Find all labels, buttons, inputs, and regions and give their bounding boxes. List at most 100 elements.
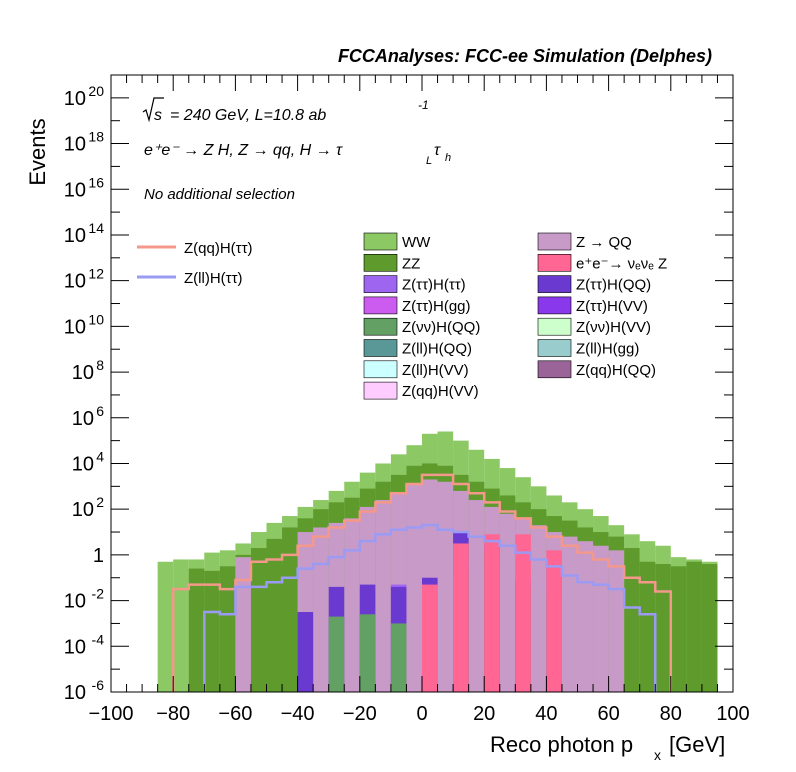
bar-z-qq-30 <box>577 541 594 692</box>
y-tick-exponent: -6 <box>92 677 105 693</box>
x-tick-label: 0 <box>416 703 427 725</box>
legend-background-label: Z(qq)H(QQ) <box>576 362 656 379</box>
legend-background-label: Z(ττ)H(gg) <box>402 298 471 315</box>
x-tick-label: −60 <box>218 703 252 725</box>
y-tick-label: 10 <box>72 408 94 430</box>
legend-background-label: e⁺e⁻→ νₑνₑ Z <box>576 255 667 272</box>
bar-z-qq-25 <box>499 513 516 692</box>
bar-z-qq-27 <box>530 525 547 692</box>
x-tick-label: 60 <box>597 703 619 725</box>
legend-swatch <box>363 275 398 293</box>
bar-zz-10 <box>266 538 283 692</box>
y-tick-exponent: 2 <box>96 494 104 510</box>
y-tick-exponent: 16 <box>88 174 104 190</box>
legend-swatch <box>537 317 572 336</box>
sqrt-s-label: s <box>154 107 162 124</box>
y-axis-label: Events <box>25 118 50 185</box>
stack-layer-3-bin-20 <box>422 584 438 692</box>
bar-zz-6 <box>204 570 220 692</box>
line-z-ll-h- <box>203 523 657 692</box>
x-axis-label: Reco photon p x [GeV] <box>490 732 725 763</box>
energy-lumi-label: = 240 GeV, L=10.8 ab <box>170 107 326 124</box>
legend-swatch <box>363 254 398 272</box>
bar-zz-33 <box>624 548 640 692</box>
y-tick-label: 10 <box>72 499 94 521</box>
y-tick-exponent: 10 <box>88 311 104 327</box>
bar-zz-38 <box>701 564 718 692</box>
process-label: e⁺e⁻ → Z H, Z → qq, H → τ <box>144 142 343 159</box>
bar-ww-3 <box>157 561 174 692</box>
y-tick-label: 10 <box>72 362 94 384</box>
legend-swatch <box>537 360 572 379</box>
legend-swatch <box>363 296 398 315</box>
legend-background-label: Z(ll)H(QQ) <box>402 341 472 358</box>
bar-z-qq-21 <box>437 481 454 692</box>
legend-background-label: Z(ττ)H(QQ) <box>576 277 651 294</box>
bar-zz-7 <box>219 566 236 692</box>
legend-background-label: ZZ <box>402 255 420 272</box>
y-tick-label: 10 <box>64 636 86 658</box>
y-tick-label: 10 <box>64 225 86 247</box>
bar-z-qq-15 <box>344 518 360 692</box>
bar-z-qq-8 <box>235 557 251 692</box>
bar-ww-4 <box>173 559 189 692</box>
x-axis-label-unit: [GeV] <box>669 732 725 757</box>
x-axis-label-main: Reco photon p <box>490 732 633 757</box>
legend-signal-label: Z(qq)H(ττ) <box>184 240 253 257</box>
y-tick-label: 10 <box>64 88 86 110</box>
bar-zz-11 <box>282 527 298 692</box>
bar-zz-35 <box>655 564 671 692</box>
selection-label: No additional selection <box>144 186 295 203</box>
stack-layer-1-bin-12 <box>297 612 314 692</box>
bar-zz-5 <box>188 568 205 692</box>
y-tick-label: 10 <box>64 271 86 293</box>
plot-title: FCCAnalyses: FCC-ee Simulation (Delphes) <box>338 46 712 66</box>
stack-layer-3-bin-24 <box>484 534 500 692</box>
x-tick-label: −80 <box>156 703 190 725</box>
signal-histograms <box>171 473 673 692</box>
y-tick-exponent: 4 <box>96 448 104 464</box>
bar-zz-34 <box>639 561 656 692</box>
x-tick-label: −40 <box>281 703 315 725</box>
y-tick-exponent: 8 <box>96 357 104 373</box>
bar-z-qq-29 <box>561 536 578 692</box>
y-tick-label: 10 <box>64 316 86 338</box>
y-tick-exponent: 18 <box>88 129 104 145</box>
stack-layer-3-bin-22 <box>453 543 469 692</box>
y-tick-label: 10 <box>64 134 86 156</box>
y-tick-label: 10 <box>64 591 86 613</box>
x-tick-label: 40 <box>535 703 557 725</box>
legend-background-label: Z(qq)H(VV) <box>402 383 479 400</box>
line-z-qq-h- <box>171 473 673 692</box>
legend-background-label: Z(ll)H(gg) <box>576 341 639 358</box>
legend-signal-label: Z(ll)H(ττ) <box>184 270 243 287</box>
tau1-subscript: L <box>426 155 432 167</box>
x-tick-label: −100 <box>88 703 133 725</box>
stacked-histograms <box>157 431 718 692</box>
legend-swatch <box>537 339 572 357</box>
legend-background-label: Z(ll)H(VV) <box>402 362 469 379</box>
y-tick-label: 10 <box>64 179 86 201</box>
y-tick-label: 1 <box>93 545 104 567</box>
legend-swatch <box>363 381 398 400</box>
bar-z-qq-31 <box>593 545 609 692</box>
background-legend: WW ZZ Z(ττ)H(ττ) Z(ττ)H(gg) Z(νν)H(QQ) Z(ll)H… <box>363 232 667 400</box>
bar-zz-9 <box>250 548 267 692</box>
lumi-exponent: -1 <box>418 98 429 112</box>
legend-background-label: Z(νν)H(VV) <box>576 319 651 336</box>
bar-z-qq-13 <box>313 527 329 692</box>
legend-background-label: WW <box>402 234 431 251</box>
legend-background-label: Z(ττ)H(VV) <box>576 298 648 315</box>
signal-legend: Z(qq)H(ττ) Z(ll)H(ττ) <box>137 240 253 287</box>
legend-background-label: Z(νν)H(QQ) <box>402 319 480 336</box>
process-annotation: e⁺e⁻ → Z H, Z → qq, H → τ L τ h <box>144 142 451 167</box>
x-tick-label: 100 <box>716 703 749 725</box>
y-tick-label: 10 <box>64 682 86 704</box>
y-tick-label: 10 <box>72 453 94 475</box>
legend-swatch <box>537 275 572 293</box>
y-tick-exponent: 20 <box>88 83 104 99</box>
legend-swatch <box>363 339 398 357</box>
stack-layer-2-bin-14 <box>328 616 345 692</box>
stack-layer-2-bin-16 <box>359 614 376 692</box>
